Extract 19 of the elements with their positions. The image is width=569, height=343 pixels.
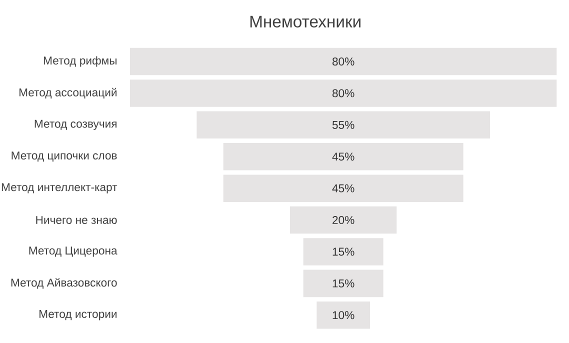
category-label: Метод ципочки слов [12, 152, 117, 162]
category-label: Метод рифмы [44, 56, 117, 67]
category-label: Метод истории [40, 310, 117, 320]
data-label: 45% [332, 152, 354, 161]
category-label: Метод интеллект-карт [2, 183, 118, 194]
data-label: 10% [332, 311, 354, 320]
category-label: Ничего не знаю [36, 216, 117, 224]
data-label: 20% [332, 216, 354, 224]
category-label: Метод ассоциаций [20, 88, 116, 99]
data-label: 80% [332, 58, 354, 66]
category-label: Метод Цицерона [29, 246, 118, 257]
category-label: Метод созвучия [34, 120, 116, 130]
text: Мнемотехники [250, 16, 360, 28]
category-label: Метод Айвазовского [11, 278, 117, 289]
data-label: 55% [332, 120, 354, 129]
data-label: 45% [332, 184, 354, 192]
data-label: 15% [332, 248, 354, 256]
data-label: 80% [332, 89, 354, 98]
data-label: 15% [332, 279, 354, 288]
